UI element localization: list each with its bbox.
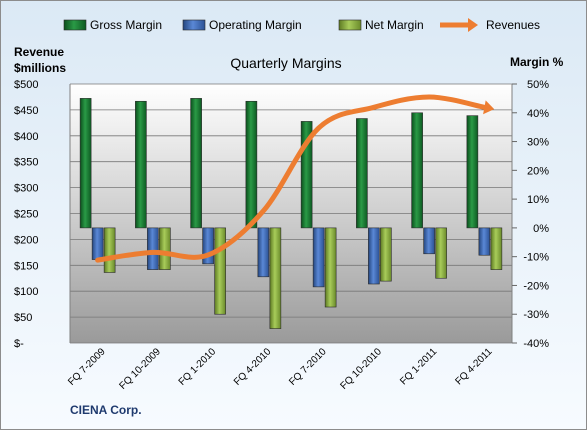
company-name: CIENA Corp.	[70, 403, 142, 417]
left-axis-label-line1: Revenue	[14, 45, 64, 59]
bar-gross-margin	[411, 112, 423, 229]
left-tick-label: $500	[14, 79, 38, 91]
left-tick-label: $250	[14, 209, 38, 221]
left-tick-label: $100	[14, 286, 38, 298]
right-axis-ticks: -40% -30% -20% -10% 0% 10% 20% 30% 40% 50%	[512, 79, 549, 350]
right-tick-label: -40%	[523, 338, 549, 350]
bar-gross-margin	[190, 98, 202, 229]
bar-operating-margin	[478, 227, 491, 256]
bar-operating-margin	[147, 227, 159, 270]
bar-gross-margin	[135, 100, 147, 229]
left-tick-label: $300	[14, 183, 38, 195]
left-tick-label: $200	[14, 234, 38, 246]
legend-label: Operating Margin	[209, 18, 302, 32]
right-axis-label: Margin %	[510, 55, 564, 69]
right-tick-label: 10%	[527, 194, 549, 206]
legend-label: Net Margin	[365, 18, 424, 32]
right-tick-label: -30%	[523, 309, 549, 321]
bar-net-margin	[103, 227, 116, 273]
right-tick-label: 30%	[527, 137, 549, 149]
bar-operating-margin	[257, 227, 270, 278]
bar-net-margin	[435, 227, 447, 279]
legend-label: Revenues	[486, 18, 540, 32]
revenue-line	[95, 94, 487, 263]
bar-operating-margin	[368, 227, 380, 285]
revenue-line-arrowhead	[483, 100, 495, 115]
left-axis-ticks: $- $50 $100 $150 $200 $250 $300 $350 $400 $450 $50…	[14, 79, 38, 350]
right-tick-label: -20%	[523, 280, 549, 292]
left-tick-label: $450	[14, 105, 38, 117]
bars	[79, 98, 503, 329]
bar-gross-margin	[245, 100, 258, 229]
right-tick-label: -10%	[523, 252, 549, 264]
left-tick-label: $150	[14, 260, 38, 272]
legend-line-arrowhead	[468, 18, 478, 32]
right-tick-label: 20%	[527, 165, 549, 177]
legend: Gross Margin Operating Margin Net Margin Re…	[63, 18, 540, 32]
left-axis-label-line2: $millions	[14, 61, 66, 75]
revenue-line-group	[95, 94, 495, 263]
bar-net-margin	[214, 227, 226, 315]
bar-operating-margin	[91, 227, 104, 260]
bar-operating-margin	[202, 227, 214, 265]
bar-net-margin	[269, 227, 282, 329]
left-tick-label: $-	[14, 338, 24, 350]
bar-gross-margin	[466, 115, 479, 229]
left-tick-label: $400	[14, 131, 38, 143]
bar-net-margin	[380, 227, 392, 282]
bar-operating-margin	[423, 227, 435, 255]
bar-gross-margin	[300, 121, 313, 229]
chart-title: Quarterly Margins	[230, 55, 341, 71]
legend-label: Gross Margin	[90, 18, 162, 32]
right-tick-label: 0%	[533, 223, 549, 235]
legend-swatch	[182, 19, 206, 31]
legend-swatch	[63, 19, 87, 31]
right-tick-label: 40%	[527, 108, 549, 120]
bar-net-margin	[490, 227, 503, 270]
left-tick-label: $50	[14, 312, 32, 324]
right-tick-label: 50%	[527, 79, 549, 91]
bar-net-margin	[159, 227, 171, 270]
bar-gross-margin	[79, 98, 92, 229]
bar-operating-margin	[312, 227, 325, 288]
legend-swatch	[338, 19, 362, 31]
bar-net-margin	[324, 227, 337, 308]
bar-gross-margin	[356, 118, 368, 229]
left-tick-label: $350	[14, 157, 38, 169]
